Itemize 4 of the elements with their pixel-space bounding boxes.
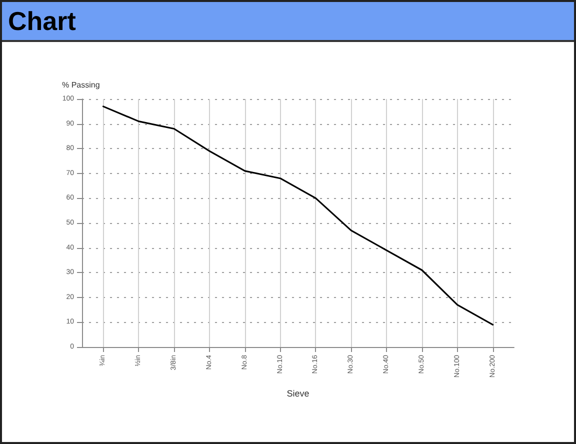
line-series xyxy=(102,106,494,326)
y-axis-title: % Passing xyxy=(62,80,100,90)
chart-title: Chart xyxy=(8,6,76,36)
x-axis-title: Sieve xyxy=(286,388,310,398)
